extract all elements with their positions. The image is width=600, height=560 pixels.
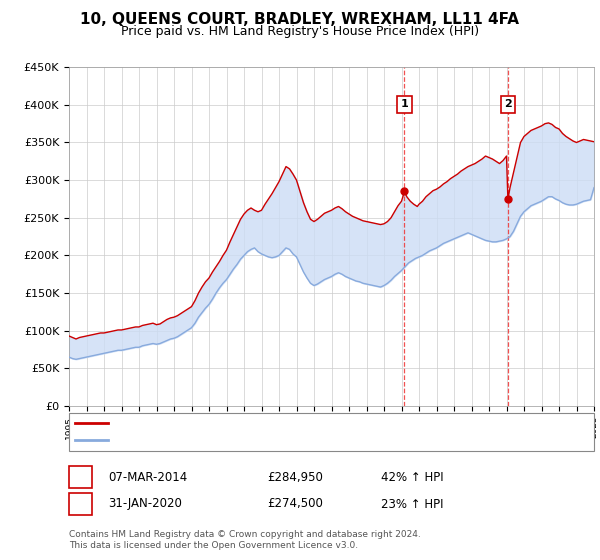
Text: HPI: Average price, detached house, Wrexham: HPI: Average price, detached house, Wrex… (114, 435, 356, 445)
Text: 31-JAN-2020: 31-JAN-2020 (108, 497, 182, 511)
Text: 42% ↑ HPI: 42% ↑ HPI (381, 470, 443, 484)
Text: 1: 1 (76, 470, 85, 484)
Text: 1: 1 (401, 100, 409, 109)
Text: £284,950: £284,950 (267, 470, 323, 484)
Text: £274,500: £274,500 (267, 497, 323, 511)
Text: 2: 2 (76, 497, 85, 511)
Text: Contains HM Land Registry data © Crown copyright and database right 2024.: Contains HM Land Registry data © Crown c… (69, 530, 421, 539)
Text: This data is licensed under the Open Government Licence v3.0.: This data is licensed under the Open Gov… (69, 541, 358, 550)
Text: 23% ↑ HPI: 23% ↑ HPI (381, 497, 443, 511)
Text: 10, QUEENS COURT, BRADLEY, WREXHAM, LL11 4FA: 10, QUEENS COURT, BRADLEY, WREXHAM, LL11… (80, 12, 520, 27)
Text: 10, QUEENS COURT, BRADLEY, WREXHAM, LL11 4FA (detached house): 10, QUEENS COURT, BRADLEY, WREXHAM, LL11… (114, 418, 479, 428)
Text: 2: 2 (504, 100, 512, 109)
Text: 07-MAR-2014: 07-MAR-2014 (108, 470, 187, 484)
Text: Price paid vs. HM Land Registry's House Price Index (HPI): Price paid vs. HM Land Registry's House … (121, 25, 479, 38)
